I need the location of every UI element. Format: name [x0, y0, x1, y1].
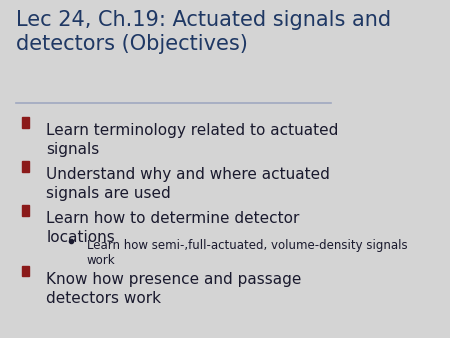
Text: Learn how semi-,full-actuated, volume-density signals
work: Learn how semi-,full-actuated, volume-de…	[87, 239, 407, 267]
Text: Lec 24, Ch.19: Actuated signals and
detectors (Objectives): Lec 24, Ch.19: Actuated signals and dete…	[16, 10, 391, 54]
FancyBboxPatch shape	[22, 266, 29, 276]
Text: Learn how to determine detector
locations: Learn how to determine detector location…	[46, 211, 300, 245]
FancyBboxPatch shape	[22, 117, 29, 128]
Text: Learn terminology related to actuated
signals: Learn terminology related to actuated si…	[46, 123, 339, 157]
Text: Know how presence and passage
detectors work: Know how presence and passage detectors …	[46, 272, 302, 306]
FancyBboxPatch shape	[22, 161, 29, 172]
FancyBboxPatch shape	[22, 205, 29, 216]
Text: Understand why and where actuated
signals are used: Understand why and where actuated signal…	[46, 167, 330, 201]
